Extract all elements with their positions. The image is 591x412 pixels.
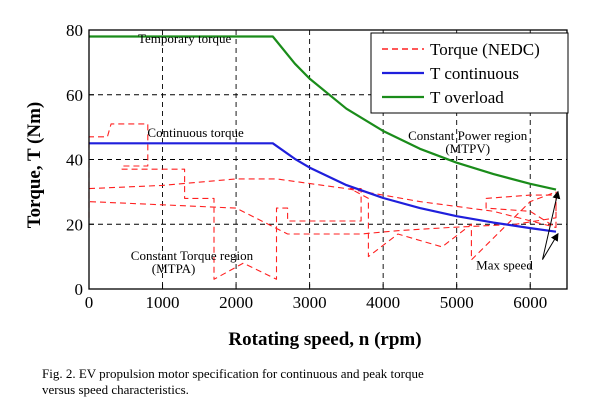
x-tick-label: 6000 [513,293,547,312]
y-tick-label: 20 [66,215,83,234]
x-axis-label: Rotating speed, n (rpm) [228,329,421,350]
max-speed-arrows [542,190,561,260]
series-line-t-overload [89,35,557,191]
legend-label-t-overload: T overload [430,88,504,107]
legend-label-t-continuous: T continuous [430,64,519,83]
series-layer [88,35,557,280]
y-tick-label: 60 [66,86,83,105]
x-tick-label: 4000 [366,293,400,312]
annotation-continuous-torque: Continuous torque [147,125,244,140]
annotation-max-speed: Max speed [476,258,533,273]
y-tick-label: 40 [66,151,83,170]
x-tick-label: 3000 [293,293,327,312]
annotation-temporary-torque: Temporary torque [138,31,232,46]
x-tick-label: 5000 [440,293,474,312]
max-speed-arrow [542,232,559,260]
y-axis-label: Torque, T (Nm) [24,102,45,229]
caption-line-2: versus speed characteristics. [42,382,189,397]
max-speed-arrow [542,190,561,260]
x-tick-label: 2000 [219,293,253,312]
x-tick-label: 0 [85,293,94,312]
x-tick-label: 1000 [146,293,180,312]
series-line-torque-nedc [88,123,557,280]
y-tick-label: 80 [66,21,83,40]
torque-speed-chart: 0 1000 2000 3000 4000 5000 6000 0 20 40 60 80 Tempo… [24,21,569,350]
annotations: Temporary torque Continuous torque Constan… [131,31,534,276]
annotation-constant-power-region: Constant Power region [408,128,528,143]
tick-labels: 0 1000 2000 3000 4000 5000 6000 0 20 40 60 80 [66,21,547,312]
caption-line-1: Fig. 2. EV propulsion motor specificatio… [42,366,424,381]
figure-caption: Fig. 2. EV propulsion motor specificatio… [42,366,562,398]
annotation-mtpa: (MTPA) [152,261,196,276]
series-line-t-continuous [89,142,557,233]
legend: Torque (NEDC) T continuous T overload [370,32,569,114]
annotation-constant-torque-region: Constant Torque region [131,248,254,263]
y-tick-label: 0 [75,280,84,299]
legend-label-torque-nedc: Torque (NEDC) [430,40,540,59]
annotation-mtpv: (MTPV) [445,141,490,156]
